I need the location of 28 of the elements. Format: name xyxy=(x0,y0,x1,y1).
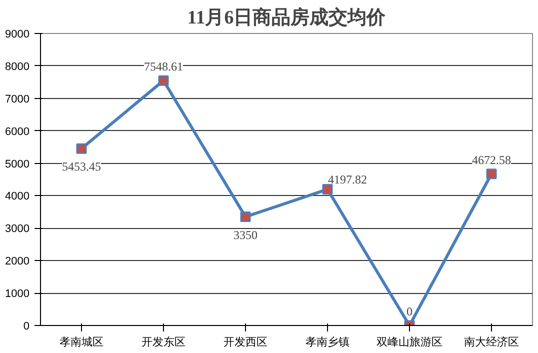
data-label: 3350 xyxy=(234,228,258,242)
point xyxy=(76,143,87,154)
x-tick-label: 孝南城区 xyxy=(60,336,104,348)
point xyxy=(240,212,251,222)
y-tick-label: 3000 xyxy=(5,223,30,236)
y-tick-label: 4000 xyxy=(5,190,30,203)
data-label: 4197.82 xyxy=(328,172,367,186)
y-tick-label: 5000 xyxy=(5,158,30,170)
chart-title: 11月6日商品房成交均价 xyxy=(187,6,387,28)
x-tick-label: 开发西区 xyxy=(224,336,268,348)
y-tick-label: 0 xyxy=(23,320,30,332)
y-tick-label: 7000 xyxy=(5,93,30,106)
x-tick-label: 双峰山旅游区 xyxy=(376,336,442,348)
data-label: 7548.61 xyxy=(144,60,183,74)
y-tick-label: 1000 xyxy=(5,288,30,300)
data-label: 4672.58 xyxy=(472,152,511,167)
x-tick-label: 南大经济区 xyxy=(464,336,519,348)
point xyxy=(486,168,497,180)
y-tick-label: 9000 xyxy=(5,28,30,40)
y-tick-label: 6000 xyxy=(5,126,30,138)
data-label: 5453.45 xyxy=(62,160,101,174)
x-tick-label: 孝南乡镇 xyxy=(306,336,350,348)
y-tick-label: 2000 xyxy=(5,256,30,268)
x-tick-label: 开发东区 xyxy=(142,336,186,348)
data-label: 0 xyxy=(406,304,412,318)
point xyxy=(158,75,169,86)
point xyxy=(322,184,333,195)
y-tick-label: 8000 xyxy=(5,60,30,73)
